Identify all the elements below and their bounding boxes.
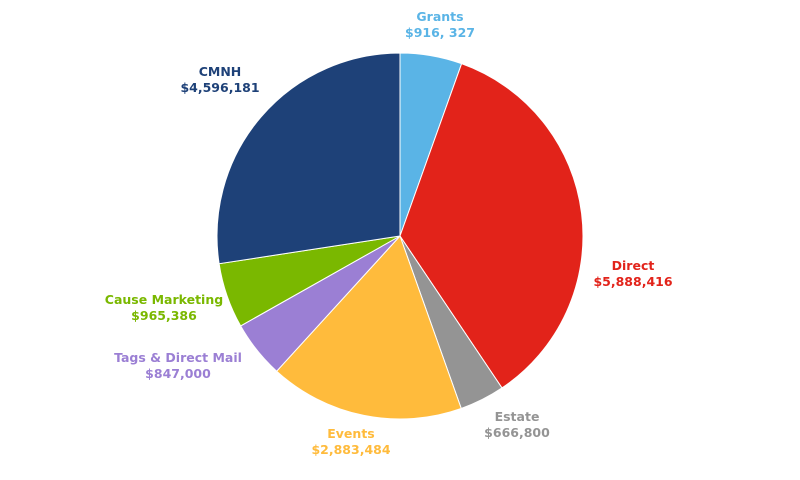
slice-value-direct: $5,888,416 [593, 274, 672, 289]
slice-value-estate: $666,800 [484, 425, 550, 440]
slice-value-cmnh: $4,596,181 [180, 80, 259, 95]
slice-label-estate: Estate [495, 409, 540, 424]
slice-label-cmnh: CMNH [199, 64, 242, 79]
slice-value-tags-and-direct-mail: $847,000 [145, 366, 211, 381]
slice-label-grants: Grants [416, 9, 463, 24]
pie-slice-direct [399, 63, 584, 389]
pie-slice-cmnh [216, 52, 401, 265]
slice-value-grants: $916, 327 [405, 25, 475, 40]
pie-slice-events [275, 235, 462, 420]
slice-value-events: $2,883,484 [311, 442, 390, 457]
pie-labels: Grants$916, 327 Direct$5,888,416 Estate$66… [105, 9, 673, 457]
pie-slices [216, 52, 584, 420]
slice-label-cause-marketing: Cause Marketing [105, 292, 223, 307]
slice-label-direct: Direct [612, 258, 655, 273]
slice-value-cause-marketing: $965,386 [131, 308, 197, 323]
slice-label-events: Events [327, 426, 374, 441]
slice-label-tags-and-direct-mail: Tags & Direct Mail [114, 350, 242, 365]
